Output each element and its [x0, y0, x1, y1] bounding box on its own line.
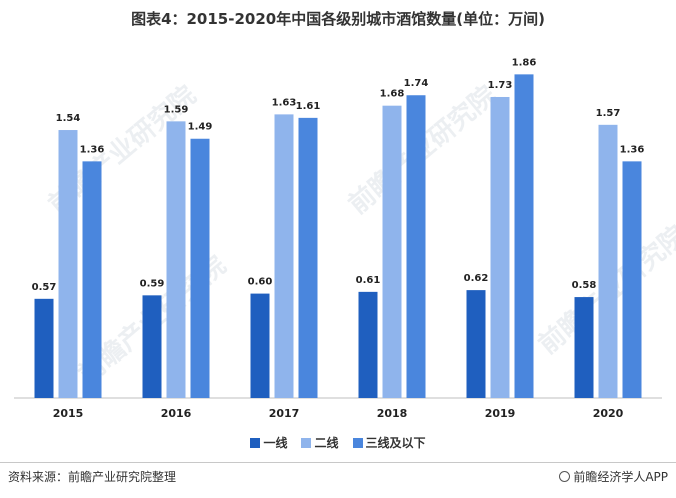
brand-credit: 前瞻经济学人APP — [559, 468, 668, 485]
bar-三线及以下-2016 — [190, 138, 210, 399]
brand-logo-icon — [559, 471, 571, 482]
bar-一线-2017 — [250, 293, 270, 398]
legend-swatch-tier2 — [301, 437, 312, 448]
data-label: 1.36 — [80, 144, 105, 155]
bar-二线-2019 — [490, 96, 510, 398]
bar-三线及以下-2019 — [514, 74, 534, 399]
legend-item-tier1: 一线 — [250, 434, 287, 451]
bar-三线及以下-2018 — [406, 95, 426, 399]
data-label: 0.61 — [356, 275, 381, 286]
x-tick-label: 2016 — [161, 407, 192, 420]
legend-item-tier2: 二线 — [301, 434, 339, 451]
data-label: 0.57 — [32, 282, 57, 293]
bar-二线-2018 — [382, 105, 402, 399]
legend-label-tier3: 三线及以下 — [365, 436, 426, 450]
data-label: 1.36 — [620, 144, 645, 155]
bar-chart: 0.57 1.54 1.36 2015 0.59 1.59 1.49 2016 0.60 1.63… — [14, 57, 662, 420]
data-label: 0.58 — [572, 280, 597, 291]
bar-一线-2020 — [574, 297, 594, 398]
x-tick-label: 2019 — [485, 407, 516, 420]
bar-一线-2016 — [142, 295, 162, 398]
bar-三线及以下-2017 — [298, 117, 318, 399]
bar-二线-2015 — [58, 130, 78, 399]
legend-swatch-tier1 — [250, 437, 261, 448]
bar-一线-2018 — [358, 291, 378, 398]
legend: 一线 二线 三线及以下 — [0, 434, 676, 451]
bar-二线-2016 — [166, 121, 186, 398]
data-label: 1.61 — [296, 101, 321, 112]
data-label: 1.59 — [164, 104, 189, 115]
x-tick-label: 2017 — [269, 407, 300, 420]
legend-swatch-tier3 — [352, 437, 363, 448]
data-label: 0.60 — [248, 277, 273, 288]
x-tick-label: 2015 — [53, 407, 84, 420]
footer-divider — [0, 462, 676, 463]
data-label: 1.63 — [272, 97, 297, 108]
bar-二线-2020 — [598, 124, 618, 398]
legend-item-tier3: 三线及以下 — [352, 434, 426, 451]
data-label: 1.49 — [188, 122, 213, 133]
data-label: 1.86 — [512, 57, 537, 68]
bar-一线-2015 — [34, 298, 54, 398]
data-label: 1.57 — [596, 108, 621, 119]
x-tick-label: 2018 — [377, 407, 408, 420]
data-label: 0.59 — [140, 278, 165, 289]
legend-label-tier2: 二线 — [314, 436, 339, 450]
source-note: 资料来源：前瞻产业研究院整理 — [8, 470, 177, 484]
brand-name: 前瞻经济学人APP — [573, 470, 668, 484]
legend-label-tier1: 一线 — [263, 436, 288, 450]
data-label: 1.73 — [488, 80, 513, 91]
chart-title: 图表4：2015-2020年中国各级别城市酒馆数量(单位：万间) — [131, 10, 545, 28]
bar-一线-2019 — [466, 290, 486, 398]
bar-二线-2017 — [274, 114, 294, 398]
data-label: 1.68 — [380, 89, 405, 100]
data-label: 1.54 — [56, 113, 81, 124]
bar-三线及以下-2020 — [622, 161, 642, 398]
x-tick-label: 2020 — [593, 407, 624, 420]
data-label: 0.62 — [464, 273, 489, 284]
bar-三线及以下-2015 — [82, 161, 102, 398]
data-label: 1.74 — [404, 78, 429, 89]
